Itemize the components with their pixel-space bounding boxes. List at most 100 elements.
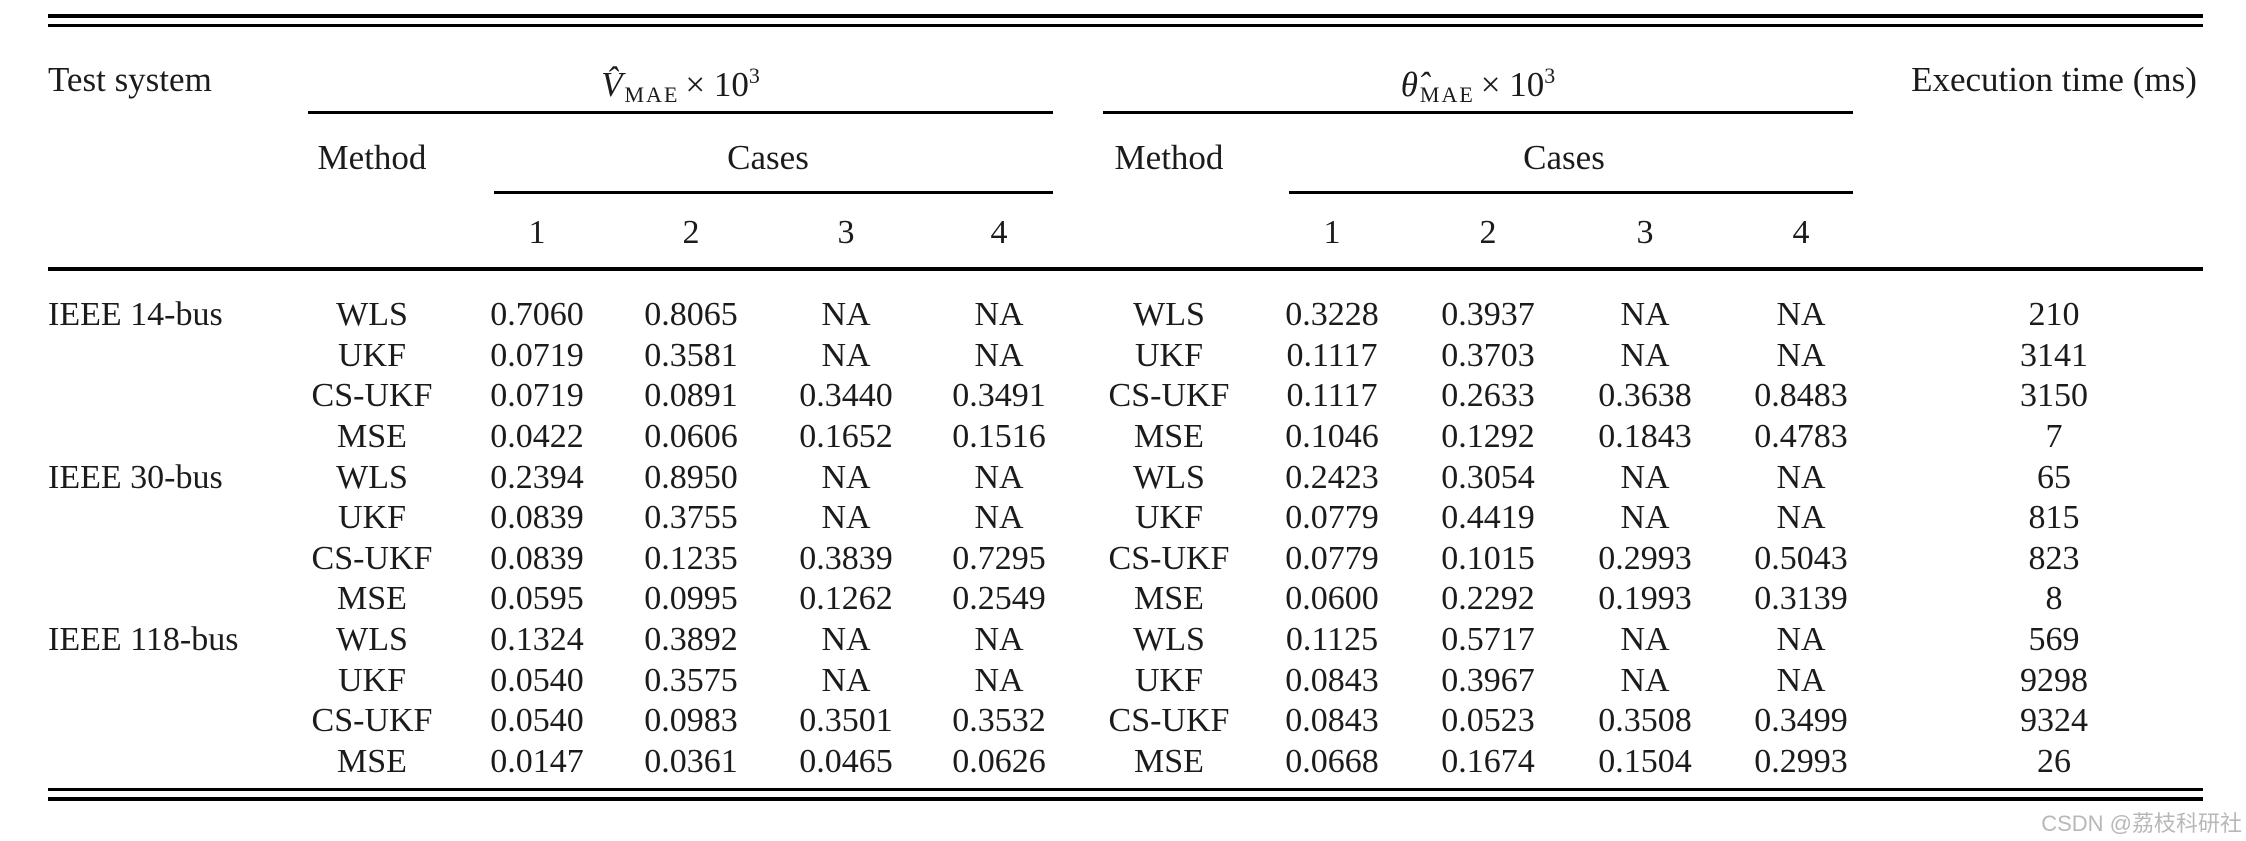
case-number-header: 4	[1792, 214, 1810, 251]
vmae-value: NA	[974, 621, 1024, 659]
theta-value: 0.1117	[1286, 377, 1378, 415]
exec-time-value: 26	[2037, 743, 2071, 781]
vmae-value: 0.0540	[490, 702, 584, 740]
theta-value: 0.2423	[1285, 458, 1379, 496]
col-header-theta-mae: θ̂MAE × 103	[1103, 52, 1853, 107]
table-row: CS-UKF 0.0839 0.1235 0.3839 0.7295 CS-UKF 0.07…	[0, 538, 2246, 579]
theta-mae-exponent: 3	[1544, 63, 1556, 88]
theta-value: NA	[1776, 661, 1826, 699]
vmae-value: 0.0719	[490, 377, 584, 415]
vmae-value: 0.0595	[490, 580, 584, 618]
method-cell-vmae: MSE	[337, 743, 407, 781]
exec-time-value: 823	[2028, 539, 2080, 577]
table-row: CS-UKF 0.0540 0.0983 0.3501 0.3532 CS-UKF 0.08…	[0, 700, 2246, 741]
method-cell-theta: MSE	[1134, 743, 1204, 781]
method-cell-theta: CS-UKF	[1108, 377, 1230, 415]
vmae-value: 0.1516	[952, 417, 1046, 455]
theta-value: 0.1125	[1285, 621, 1379, 659]
theta-value: 0.1117	[1286, 336, 1378, 374]
table-row: MSE 0.0595 0.0995 0.1262 0.2549 MSE 0.0600 0.22…	[0, 578, 2246, 619]
bottom-rule	[48, 788, 2203, 791]
vmae-value: 0.2549	[952, 580, 1046, 618]
vmae-value: 0.3755	[644, 499, 738, 537]
theta-value: 0.2993	[1598, 539, 1692, 577]
table-row: IEEE 118-bus WLS 0.1324 0.3892 NA NA WLS 0.1125…	[0, 619, 2246, 660]
theta-value: 0.3228	[1285, 296, 1379, 333]
vmae-value: 0.7295	[952, 539, 1046, 577]
case-number-header: 4	[990, 214, 1008, 251]
vmae-value: NA	[974, 661, 1024, 699]
vmae-value: 0.1324	[490, 621, 584, 659]
method-cell-vmae: UKF	[337, 336, 407, 374]
vmae-exponent: 3	[748, 63, 760, 88]
theta-mae-symbol: θ̂	[1400, 65, 1418, 104]
method-cell-theta: CS-UKF	[1108, 539, 1230, 577]
vmae-value: 0.0361	[644, 743, 738, 781]
theta-value: 0.5043	[1754, 539, 1848, 577]
table-row: MSE 0.0422 0.0606 0.1652 0.1516 MSE 0.1046 0.12…	[0, 416, 2246, 457]
vmae-subscript: MAE	[624, 82, 680, 107]
theta-value: 0.3703	[1441, 336, 1535, 374]
exec-time-value: 8	[2045, 580, 2063, 618]
theta-value: 0.3499	[1754, 702, 1848, 740]
theta-value: 0.0600	[1285, 580, 1379, 618]
vmae-value: 0.3532	[952, 702, 1046, 740]
theta-value: 0.1993	[1598, 580, 1692, 618]
vmae-value: 0.3839	[799, 539, 893, 577]
table-row: UKF 0.0839 0.3755 NA NA UKF 0.0779 0.4419 NA NA 81…	[0, 497, 2246, 538]
vmae-value: 0.0422	[490, 417, 584, 455]
method-cell-theta: CS-UKF	[1108, 702, 1230, 740]
vmae-value: 0.3575	[644, 661, 738, 699]
method-cell-vmae: WLS	[336, 458, 408, 496]
table-row: IEEE 14-bus WLS 0.7060 0.8065 NA NA WLS 0.3228 0…	[0, 294, 2246, 335]
vmae-value: 0.1262	[799, 580, 893, 618]
theta-value: 0.8483	[1754, 377, 1848, 415]
vmae-value: 0.1235	[644, 539, 738, 577]
table-row: UKF 0.0540 0.3575 NA NA UKF 0.0843 0.3967 NA NA 92…	[0, 660, 2246, 701]
vmae-value: 0.0540	[490, 661, 584, 699]
theta-value: NA	[1776, 621, 1826, 659]
theta-group-rule	[1103, 111, 1853, 114]
system-label: IEEE 14-bus	[48, 296, 223, 333]
vmae-value: 0.7060	[490, 296, 584, 333]
method-cell-theta: UKF	[1134, 661, 1204, 699]
theta-value: NA	[1620, 499, 1670, 537]
theta-value: 0.3638	[1598, 377, 1692, 415]
col-header-method-vmae: Method	[317, 138, 427, 177]
vmae-value: 0.0719	[490, 336, 584, 374]
vmae-value: 0.3440	[799, 377, 893, 415]
theta-value: 0.0668	[1285, 743, 1379, 781]
vmae-symbol: V̂	[601, 65, 623, 104]
theta-value: NA	[1776, 336, 1826, 374]
theta-value: NA	[1776, 499, 1826, 537]
theta-value: NA	[1776, 458, 1826, 496]
vmae-value: NA	[821, 621, 871, 659]
theta-value: NA	[1620, 621, 1670, 659]
theta-value: NA	[1620, 458, 1670, 496]
watermark: CSDN @荔枝科研社	[2041, 811, 2242, 836]
vmae-value: 0.2394	[490, 458, 584, 496]
vmae-value: NA	[974, 296, 1024, 333]
col-header-test-system: Test system	[48, 60, 212, 99]
method-cell-vmae: UKF	[337, 661, 407, 699]
method-cell-theta: WLS	[1133, 621, 1205, 659]
case-number-header: 2	[682, 214, 700, 251]
method-cell-theta: WLS	[1133, 296, 1205, 333]
exec-time-value: 65	[2037, 458, 2071, 496]
method-cell-theta: WLS	[1133, 458, 1205, 496]
col-header-execution-time: Execution time (ms)	[1911, 60, 2197, 99]
vmae-value: 0.3892	[644, 621, 738, 659]
vmae-value: 0.8950	[644, 458, 738, 496]
exec-time-value: 9298	[2020, 661, 2088, 699]
vmae-value: 0.0983	[644, 702, 738, 740]
theta-value: 0.1504	[1598, 743, 1692, 781]
col-header-vmae: V̂MAE × 103	[308, 52, 1053, 107]
method-cell-theta: UKF	[1134, 336, 1204, 374]
method-cell-vmae: UKF	[337, 499, 407, 537]
vmae-multiplier: × 10	[685, 65, 749, 104]
theta-value: 0.1015	[1441, 539, 1535, 577]
vmae-value: 0.0891	[644, 377, 738, 415]
vmae-value: 0.0839	[490, 539, 584, 577]
case-number-header: 3	[1636, 214, 1654, 251]
